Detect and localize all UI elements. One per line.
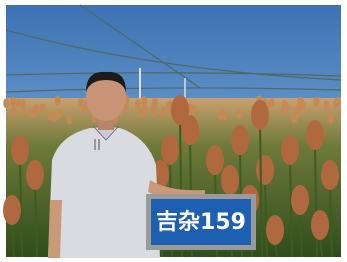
sorghum-head (306, 120, 324, 150)
sorghum-head (321, 160, 339, 190)
sorghum-head (3, 98, 9, 108)
sorghum-head (142, 105, 148, 115)
sorghum-head (221, 165, 239, 195)
sorghum-head (335, 97, 341, 107)
sorghum-head (266, 215, 284, 245)
sorghum-head (26, 160, 44, 190)
sign-text: 吉杂159 (156, 209, 246, 235)
sorghum-head (231, 125, 249, 155)
sorghum-head (160, 107, 166, 117)
sorghum-head (311, 210, 329, 240)
sorghum-head (256, 155, 274, 185)
sorghum-head (251, 100, 269, 130)
sorghum-head (32, 107, 38, 117)
sorghum-head (11, 106, 17, 116)
sorghum-head (11, 135, 29, 165)
sorghum-head (20, 105, 26, 115)
sorghum-head (327, 112, 333, 122)
page: 吉杂159 (() => { const data = JSON.parse(d… (0, 0, 347, 262)
sorghum-head (281, 106, 287, 116)
sorghum-head (171, 95, 189, 125)
sorghum-head (294, 108, 300, 118)
sorghum-head (151, 107, 157, 117)
sorghum-head (3, 195, 21, 225)
sorghum-head (10, 97, 16, 107)
sorghum-head (66, 114, 72, 124)
photo: 吉杂159 (0, 0, 347, 262)
sorghum-head (55, 95, 61, 105)
sorghum-head (291, 185, 309, 215)
sign: 吉杂159 (146, 194, 256, 250)
sorghum-head (135, 99, 141, 109)
sorghum-head (161, 135, 179, 165)
sorghum-head (206, 145, 224, 175)
sorghum-head (281, 135, 299, 165)
sorghum-head (237, 109, 243, 119)
sorghum-head (49, 111, 55, 121)
sorghum-head (323, 100, 329, 110)
sorghum-head (16, 98, 22, 108)
sorghum-head (313, 97, 319, 107)
sorghum-head (269, 98, 275, 108)
sorghum-head (141, 96, 147, 106)
sorghum-head (217, 110, 223, 120)
sorghum-head (40, 103, 46, 113)
